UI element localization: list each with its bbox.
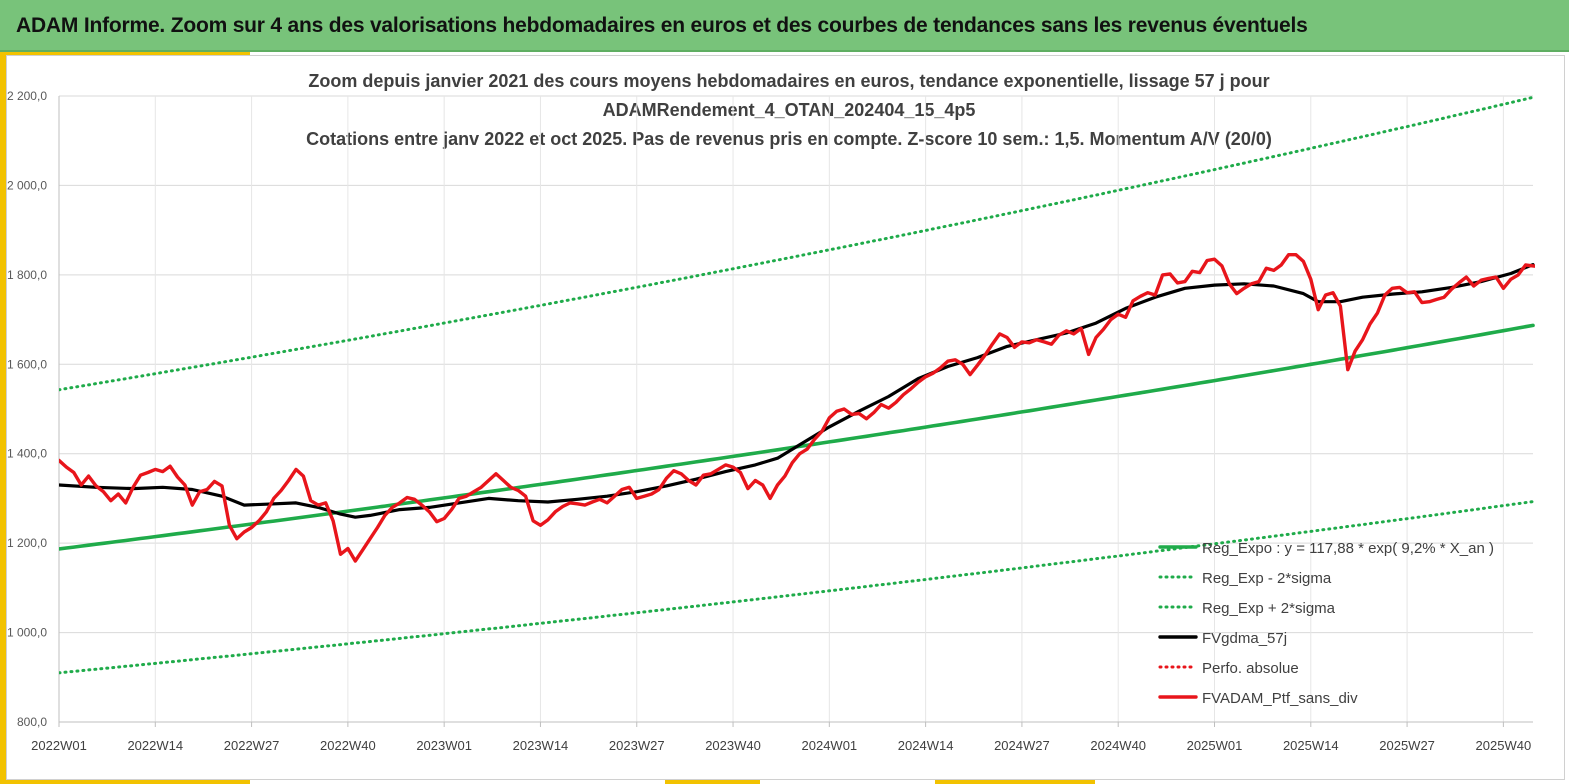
accent-bar-bottom-right <box>935 780 1095 784</box>
y-tick-label: 1 000,0 <box>7 626 47 640</box>
x-tick-label: 2024W14 <box>898 738 954 753</box>
header-banner: ADAM Informe. Zoom sur 4 ans des valoris… <box>0 0 1569 52</box>
legend-label: Perfo. absolue <box>1202 660 1299 677</box>
y-tick-label: 1 400,0 <box>7 447 47 461</box>
x-tick-label: 2022W01 <box>31 738 87 753</box>
trend-line-reg-expo <box>59 323 1535 551</box>
x-tick-label: 2024W27 <box>994 738 1050 753</box>
legend-label: FVADAM_Ptf_sans_div <box>1202 690 1358 707</box>
x-tick-label: 2023W14 <box>513 738 569 753</box>
trend-line-plus-2sigma <box>59 96 1535 392</box>
accent-bar-bottom-left <box>0 780 250 784</box>
legend-label: Reg_Exp + 2*sigma <box>1202 600 1336 617</box>
report-title: ADAM Informe. Zoom sur 4 ans des valoris… <box>16 14 1308 37</box>
chart-frame <box>6 55 1565 780</box>
y-tick-label: 1 800,0 <box>7 268 47 282</box>
x-tick-label: 2023W01 <box>416 738 472 753</box>
x-tick-label: 2022W40 <box>320 738 376 753</box>
x-tick-label: 2025W14 <box>1283 738 1339 753</box>
moving-average-line <box>59 263 1535 519</box>
x-tick-label: 2024W01 <box>802 738 858 753</box>
legend-label: Reg_Exp - 2*sigma <box>1202 570 1332 587</box>
x-tick-label: 2025W40 <box>1476 738 1532 753</box>
y-tick-label: 1 600,0 <box>7 357 47 371</box>
chart-title-line-1: Zoom depuis janvier 2021 des cours moyen… <box>308 71 1270 91</box>
x-tick-label: 2023W40 <box>705 738 761 753</box>
portfolio-value-line <box>59 253 1535 563</box>
legend-label: FVgdma_57j <box>1202 630 1287 647</box>
trend-line-minus-2sigma <box>59 500 1535 675</box>
x-tick-label: 2022W14 <box>127 738 183 753</box>
accent-bar-left <box>0 52 6 784</box>
x-tick-label: 2023W27 <box>609 738 665 753</box>
y-tick-label: 2 200,0 <box>7 89 47 103</box>
legend-label: Reg_Expo : y = 117,88 * exp( 9,2% * X_an… <box>1202 540 1494 557</box>
y-tick-label: 2 000,0 <box>7 178 47 192</box>
y-tick-label: 1 200,0 <box>7 536 47 550</box>
x-tick-label: 2025W01 <box>1187 738 1243 753</box>
accent-bar-top <box>6 52 250 55</box>
x-tick-label: 2022W27 <box>224 738 280 753</box>
y-tick-label: 800,0 <box>17 715 47 729</box>
chart-title-line-3: Cotations entre janv 2022 et oct 2025. P… <box>306 129 1272 149</box>
x-tick-label: 2025W27 <box>1379 738 1435 753</box>
chart-title-line-2: ADAMRendement_4_OTAN_202404_15_4p5 <box>602 100 976 120</box>
accent-bar-bottom-mid <box>665 780 760 784</box>
x-tick-label: 2024W40 <box>1090 738 1146 753</box>
